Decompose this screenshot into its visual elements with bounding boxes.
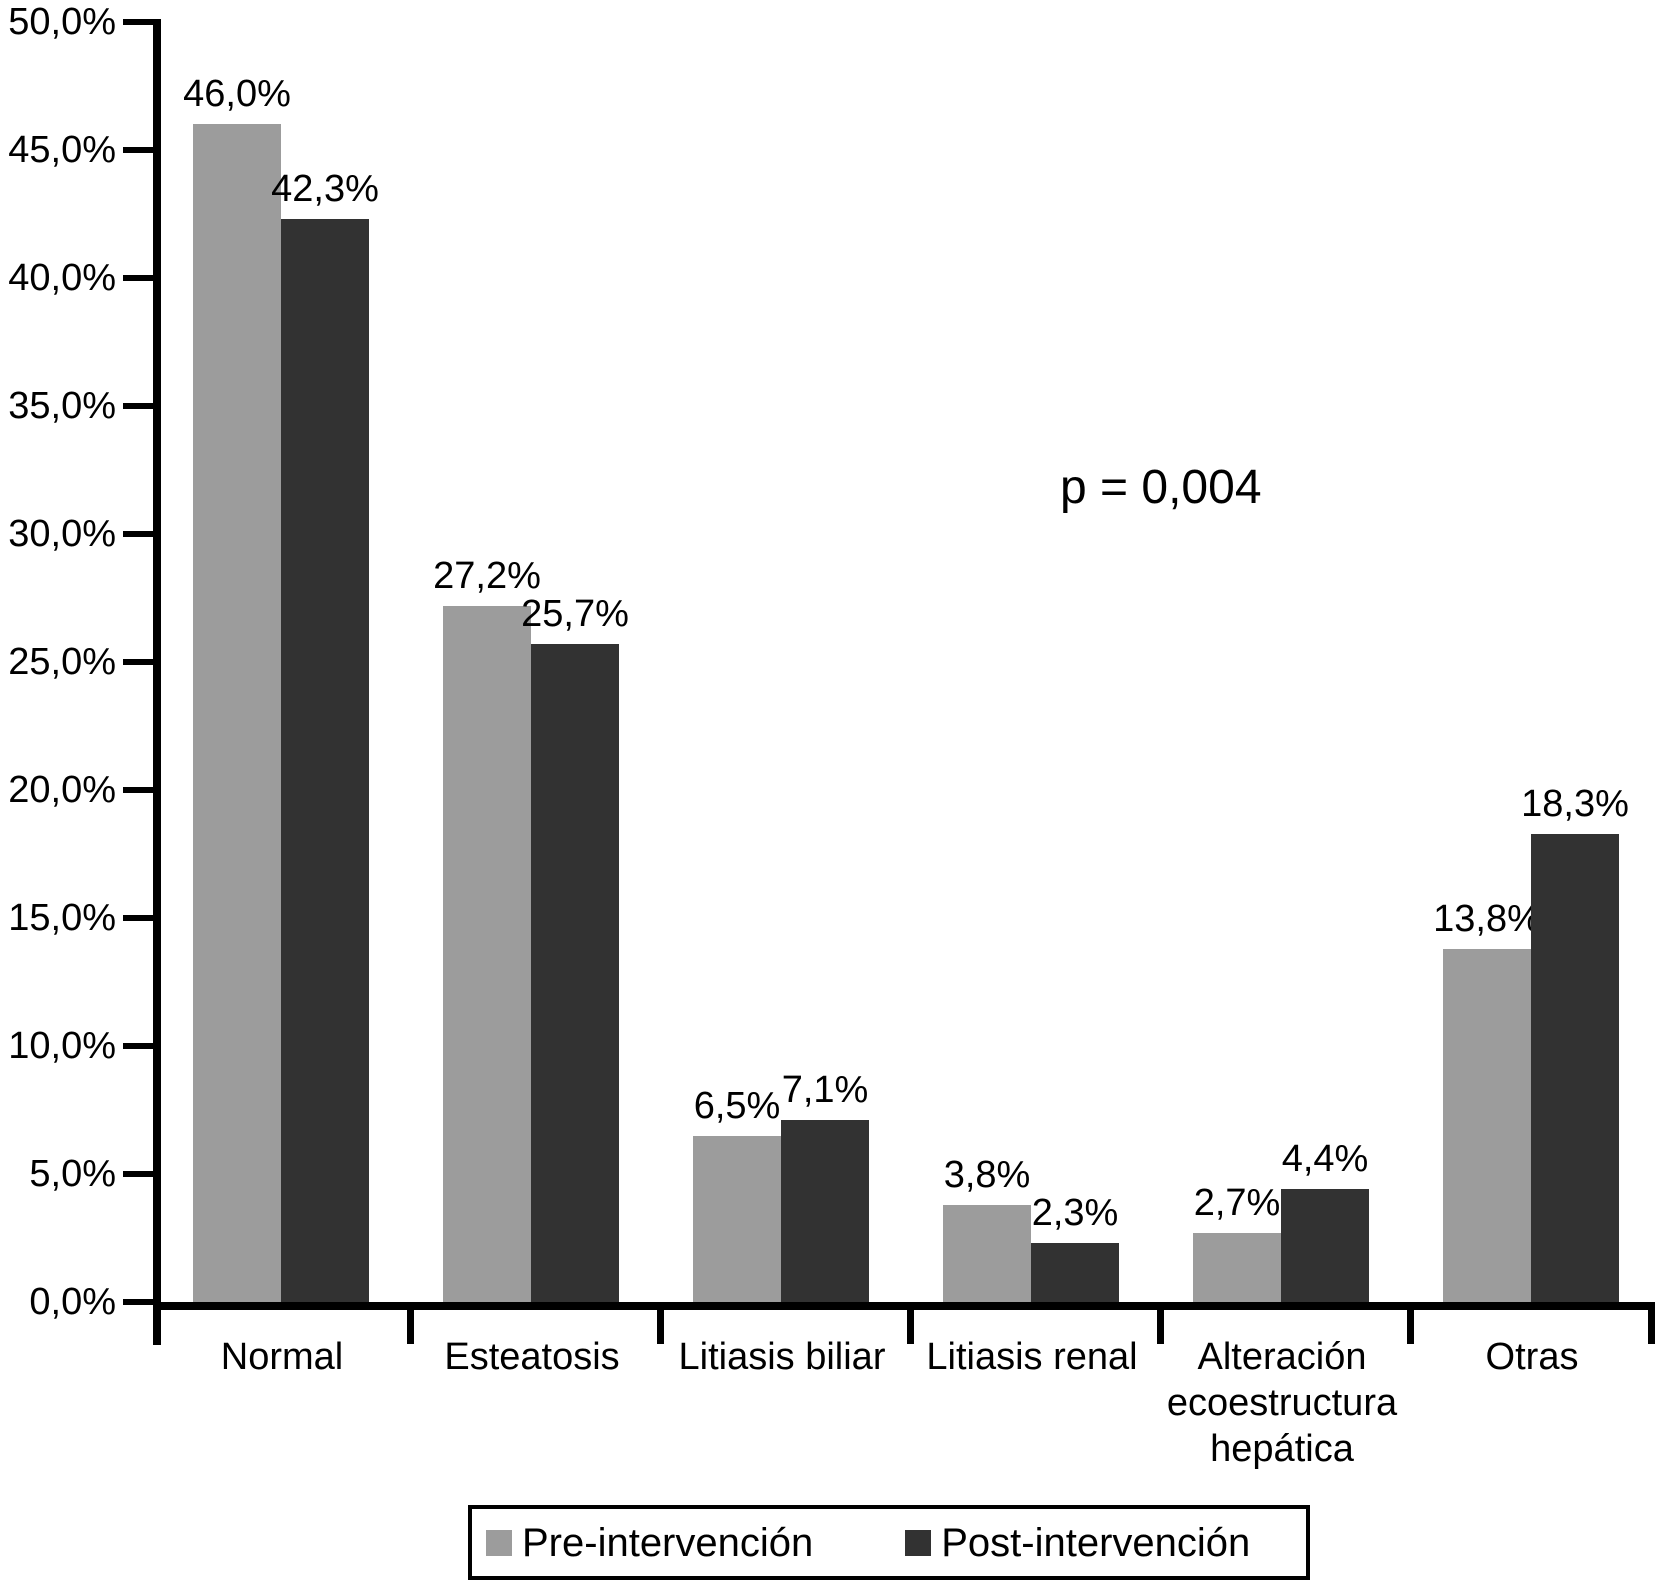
- bar-value-label: 46,0%: [183, 73, 291, 115]
- y-axis-tick-label: 0,0%: [29, 1281, 116, 1323]
- bar: [1193, 1233, 1281, 1302]
- x-axis-tick: [407, 1302, 414, 1344]
- bar-value-label: 3,8%: [943, 1154, 1031, 1196]
- y-axis-tick-label: 10,0%: [8, 1025, 116, 1067]
- y-axis-tick-label: 50,0%: [8, 1, 116, 43]
- y-axis-tick-label: 35,0%: [8, 385, 116, 427]
- x-axis-tick: [1157, 1302, 1164, 1344]
- y-axis-tick: [123, 1171, 153, 1177]
- bar: [281, 219, 369, 1302]
- bar-value-label: 2,3%: [1031, 1192, 1119, 1234]
- x-axis-tick: [1648, 1302, 1655, 1344]
- bar: [781, 1120, 869, 1302]
- x-axis-tick: [657, 1302, 664, 1344]
- x-category-label: Litiasis biliar: [678, 1336, 886, 1378]
- x-axis-line: [153, 1302, 1654, 1310]
- bar-value-label: 42,3%: [271, 168, 379, 210]
- bar-value-label: 7,1%: [781, 1069, 869, 1111]
- bar: [193, 124, 281, 1302]
- bar-value-label: 2,7%: [1193, 1182, 1281, 1224]
- bar: [1443, 949, 1531, 1302]
- bar-value-label: 18,3%: [1521, 783, 1629, 825]
- y-axis-tick-label: 20,0%: [8, 769, 116, 811]
- y-axis-tick: [123, 147, 153, 153]
- legend-item-post-intervencion: Post-intervención: [905, 1520, 1250, 1566]
- x-category-label: Normal: [220, 1336, 344, 1378]
- bar-value-label: 25,7%: [521, 593, 629, 635]
- bar: [531, 644, 619, 1302]
- y-axis-line: [153, 19, 161, 1345]
- legend-swatch-pre-intervencion-icon: [486, 1529, 512, 1556]
- bar-value-label: 13,8%: [1433, 898, 1541, 940]
- x-axis-tick: [1407, 1302, 1414, 1344]
- p-value-annotation: p = 0,004: [1060, 461, 1262, 514]
- y-axis-tick: [123, 403, 153, 409]
- y-axis-tick: [123, 659, 153, 665]
- y-axis-tick: [123, 275, 153, 281]
- y-axis-tick: [123, 787, 153, 793]
- y-axis-tick-label: 15,0%: [8, 897, 116, 939]
- y-axis-tick: [123, 1299, 153, 1305]
- legend-swatch-post-intervencion-icon: [905, 1529, 932, 1556]
- y-axis-tick-label: 5,0%: [29, 1153, 116, 1195]
- bar: [1031, 1243, 1119, 1302]
- y-axis-tick: [123, 531, 153, 537]
- x-category-label: Alteración ecoestructura hepática: [1166, 1336, 1398, 1470]
- y-axis-tick: [123, 915, 153, 921]
- legend-item-pre-intervencion: Pre-intervención: [486, 1520, 813, 1566]
- y-axis-tick-label: 45,0%: [8, 129, 116, 171]
- legend: Pre-intervención Post-intervención: [468, 1505, 1310, 1580]
- y-axis-tick: [123, 1043, 153, 1049]
- y-axis-tick-label: 25,0%: [8, 641, 116, 683]
- bar: [443, 606, 531, 1302]
- y-axis-tick-label: 40,0%: [8, 257, 116, 299]
- bar-value-label: 27,2%: [433, 555, 541, 597]
- bar-value-label: 4,4%: [1281, 1138, 1369, 1180]
- bar: [1281, 1189, 1369, 1302]
- bar: [943, 1205, 1031, 1302]
- x-category-label: Litiasis renal: [926, 1336, 1138, 1378]
- legend-label-pre-intervencion: Pre-intervención: [522, 1520, 814, 1565]
- bar-value-label: 6,5%: [693, 1085, 781, 1127]
- bar: [693, 1136, 781, 1302]
- x-axis-tick: [907, 1302, 914, 1344]
- y-axis-tick: [123, 19, 153, 25]
- x-category-label: Esteatosis: [444, 1336, 620, 1378]
- y-axis-tick-label: 30,0%: [8, 513, 116, 555]
- legend-label-post-intervencion: Post-intervención: [941, 1520, 1251, 1565]
- x-category-label: Otras: [1485, 1336, 1579, 1378]
- bar: [1531, 834, 1619, 1302]
